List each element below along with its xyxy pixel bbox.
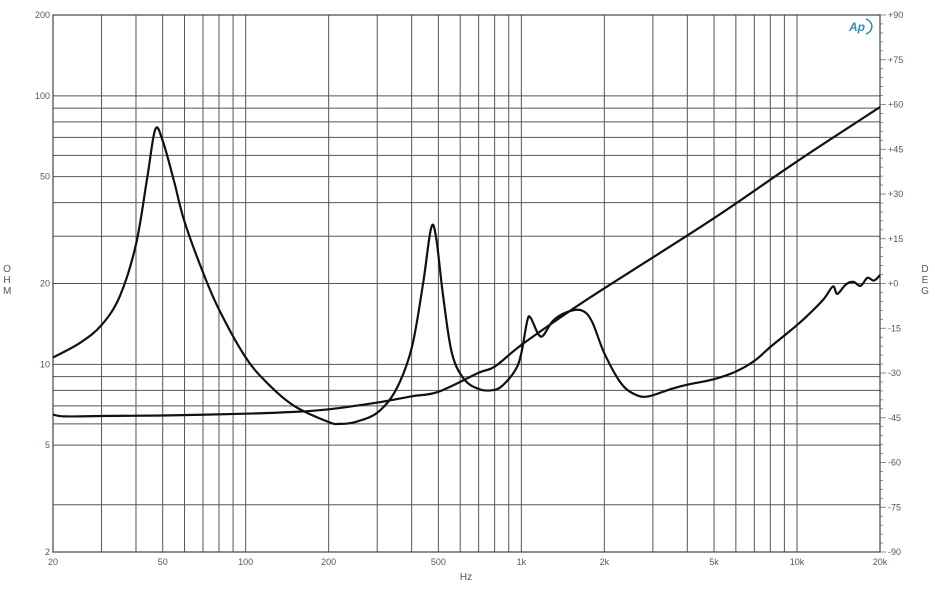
y2-tick-label: +15	[888, 234, 903, 244]
y-tick-label: 2	[45, 547, 50, 557]
y2-tick-label: +30	[888, 189, 903, 199]
ap-logo-arc	[865, 18, 873, 35]
x-tick-label: 2k	[600, 557, 610, 567]
x-tick-label: 50	[158, 557, 168, 567]
tick-labels: 20 50 100 200 500 1k 2k 5k 10k 20k 200 100 50 20 10 5 2 +…	[35, 10, 903, 567]
x-tick-label: 20	[48, 557, 58, 567]
y-tick-label: 5	[45, 440, 50, 450]
y-tick-label: 200	[35, 10, 50, 20]
y2-tick-label: -60	[888, 458, 901, 468]
y2-axis-title: DEG	[921, 264, 929, 297]
grid	[52, 14, 881, 553]
y2-tick-label: +60	[888, 100, 903, 110]
y2-tick-label: +0	[888, 279, 898, 289]
ap-logo-text: Ap	[848, 20, 865, 34]
x-tick-label: 20k	[873, 557, 888, 567]
y-axis-title: OHM	[3, 264, 12, 297]
x-axis-title: Hz	[460, 572, 472, 583]
x-tick-label: 200	[321, 557, 336, 567]
y2-tick-label: -30	[888, 368, 901, 378]
y2-tick-label: -45	[888, 413, 901, 423]
x-tick-label: 10k	[790, 557, 805, 567]
series-line-1	[52, 126, 881, 426]
y-tick-label: 50	[40, 172, 50, 182]
series-group	[52, 106, 881, 426]
right-axis-minor-ticks	[880, 14, 886, 553]
y-tick-label: 10	[40, 359, 50, 369]
x-tick-label: 5k	[709, 557, 719, 567]
x-tick-label: 100	[238, 557, 253, 567]
ap-logo: Ap	[848, 18, 873, 35]
plot-frame	[52, 14, 881, 553]
x-tick-label: 1k	[517, 557, 527, 567]
y2-tick-label: +45	[888, 144, 903, 154]
y2-tick-label: +75	[888, 55, 903, 65]
y2-tick-label: -75	[888, 502, 901, 512]
x-tick-label: 500	[431, 557, 446, 567]
series-line-2	[52, 106, 881, 418]
y-tick-label: 100	[35, 91, 50, 101]
y2-tick-label: +90	[888, 10, 903, 20]
y2-tick-label: -90	[888, 547, 901, 557]
y-tick-label: 20	[40, 279, 50, 289]
y2-tick-label: -15	[888, 323, 901, 333]
